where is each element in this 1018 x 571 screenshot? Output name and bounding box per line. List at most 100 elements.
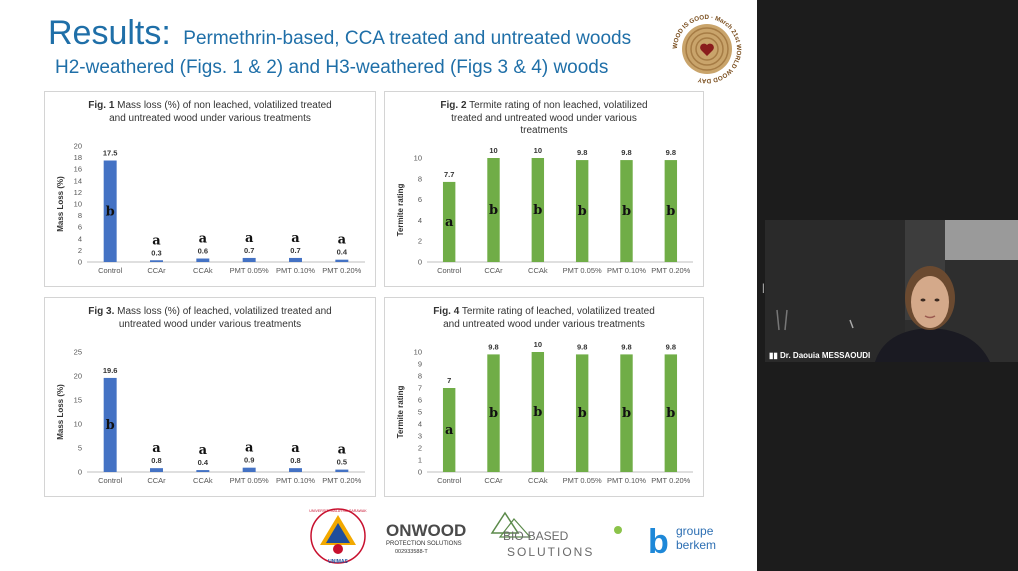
x-tick-label: CCAr bbox=[484, 476, 503, 485]
y-axis-label: Mass Loss (%) bbox=[56, 384, 65, 440]
y-tick-label: 0 bbox=[78, 258, 82, 267]
x-tick-label: PMT 0.20% bbox=[651, 266, 690, 275]
y-tick-label: 10 bbox=[74, 420, 82, 429]
x-tick-label: Control bbox=[98, 476, 123, 485]
bar-ccar bbox=[150, 468, 163, 472]
x-tick-label: PMT 0.10% bbox=[276, 266, 315, 275]
panel-resize-handle[interactable]: || bbox=[762, 283, 767, 297]
data-label: 9.8 bbox=[577, 148, 587, 157]
data-label: 0.4 bbox=[337, 248, 348, 257]
y-tick-label: 5 bbox=[78, 444, 82, 453]
data-label: 7 bbox=[447, 376, 451, 385]
slide-title: Results: Permethrin-based, CCA treated a… bbox=[48, 14, 688, 53]
y-tick-label: 5 bbox=[418, 408, 422, 417]
bar-ccar bbox=[487, 354, 500, 472]
y-tick-label: 0 bbox=[418, 258, 422, 267]
y-tick-label: 4 bbox=[418, 420, 422, 429]
y-tick-label: 4 bbox=[78, 234, 82, 243]
data-label: 17.5 bbox=[103, 149, 118, 158]
y-tick-label: 2 bbox=[418, 444, 422, 453]
x-tick-label: Control bbox=[437, 266, 462, 275]
significance-letter: b bbox=[578, 406, 587, 421]
bar-pmt-0-05- bbox=[575, 160, 589, 262]
chart-title-line: untreated wood under various treatments bbox=[119, 319, 301, 330]
x-tick-label: PMT 0.05% bbox=[230, 476, 269, 485]
data-label: 10 bbox=[534, 146, 542, 155]
bar-ccar bbox=[487, 158, 500, 262]
x-tick-label: PMT 0.05% bbox=[563, 476, 602, 485]
bar-pmt-0-20- bbox=[664, 160, 678, 262]
bar-pmt-0-20- bbox=[664, 354, 678, 472]
x-tick-label: PMT 0.10% bbox=[607, 266, 646, 275]
chart-title-line: treatments bbox=[520, 125, 567, 136]
significance-letter: b bbox=[489, 203, 498, 218]
y-tick-label: 20 bbox=[74, 142, 82, 151]
onwood-id: 002933588-T bbox=[395, 549, 428, 555]
chart-fig3: Fig 3. Mass loss (%) of leached, volatil… bbox=[56, 306, 365, 485]
data-label: 9.8 bbox=[577, 342, 587, 351]
footer-logos: UNIMAS UNIVERSITI MALAYSIA SARAWAK ONWOO… bbox=[309, 508, 716, 565]
y-tick-label: 0 bbox=[418, 468, 422, 477]
x-tick-label: PMT 0.20% bbox=[322, 266, 361, 275]
bar-ccak bbox=[196, 470, 210, 472]
chart-panel-fig4: Fig. 4 Termite rating of leached, volati… bbox=[384, 297, 704, 497]
x-tick-label: PMT 0.10% bbox=[276, 476, 315, 485]
y-tick-label: 0 bbox=[78, 468, 82, 477]
unimas-logo: UNIMAS UNIVERSITI MALAYSIA SARAWAK bbox=[309, 508, 367, 565]
chart-title: Fig. 1 Mass loss (%) of non leached, vol… bbox=[88, 100, 331, 111]
y-tick-label: 2 bbox=[418, 237, 422, 246]
chart-panel-fig1: Fig. 1 Mass loss (%) of non leached, vol… bbox=[44, 91, 376, 287]
data-label: 0.8 bbox=[290, 456, 300, 465]
chart-title: Fig. 4 Termite rating of leached, volati… bbox=[433, 306, 655, 317]
bar-pmt-0-20- bbox=[335, 469, 349, 472]
y-tick-label: 10 bbox=[414, 154, 422, 163]
x-tick-label: CCAk bbox=[193, 266, 213, 275]
heart-icon bbox=[700, 43, 714, 56]
data-label: 9.8 bbox=[666, 342, 676, 351]
leaf-icon bbox=[614, 526, 622, 534]
data-label: 9.8 bbox=[666, 148, 676, 157]
biobased-line1: BIO-BASED bbox=[503, 529, 569, 543]
x-tick-label: CCAk bbox=[528, 476, 548, 485]
significance-letter: a bbox=[291, 441, 300, 456]
y-tick-label: 8 bbox=[418, 372, 422, 381]
bar-ccar bbox=[150, 260, 163, 262]
significance-letter: b bbox=[622, 204, 631, 219]
y-tick-label: 7 bbox=[418, 384, 422, 393]
data-label: 9.8 bbox=[621, 342, 631, 351]
significance-letter: b bbox=[533, 203, 542, 218]
bar-pmt-0-10- bbox=[289, 257, 302, 262]
significance-letter: a bbox=[152, 441, 161, 456]
bar-control bbox=[442, 388, 456, 472]
x-tick-label: PMT 0.05% bbox=[230, 266, 269, 275]
significance-letter: b bbox=[666, 406, 675, 421]
chart-title-text: Mass loss (%) of leached, volatilized tr… bbox=[114, 306, 331, 317]
data-label: 0.9 bbox=[244, 456, 254, 465]
significance-letter: a bbox=[199, 443, 208, 458]
x-tick-label: PMT 0.20% bbox=[651, 476, 690, 485]
slide-title-subtitle: Permethrin-based, CCA treated and untrea… bbox=[183, 28, 632, 49]
chart-title-label: Fig. 2 bbox=[440, 100, 467, 111]
chart-title-text: Termite rating of leached, volatilized t… bbox=[459, 306, 654, 317]
y-axis-label: Termite rating bbox=[396, 386, 405, 439]
bar-pmt-0-10- bbox=[620, 354, 633, 472]
chart-fig2: Fig. 2 Termite rating of non leached, vo… bbox=[396, 100, 693, 275]
slide-subtitle-line2: H2-weathered (Figs. 1 & 2) and H3-weathe… bbox=[55, 57, 609, 78]
data-label: 0.7 bbox=[244, 246, 254, 255]
y-tick-label: 18 bbox=[74, 153, 82, 162]
x-tick-label: PMT 0.10% bbox=[607, 476, 646, 485]
signal-bars-icon: ▮▮ bbox=[769, 351, 781, 360]
y-tick-label: 8 bbox=[78, 211, 82, 220]
y-tick-label: 25 bbox=[74, 348, 82, 357]
data-label: 9.8 bbox=[488, 342, 498, 351]
significance-letter: a bbox=[338, 233, 347, 248]
participant-video-tile[interactable]: ▮▮ Dr. Daouia MESSAOUDI bbox=[765, 220, 1018, 362]
unimas-bottom-text: UNIMAS bbox=[328, 559, 348, 565]
chart-title: Fig 3. Mass loss (%) of leached, volatil… bbox=[88, 306, 331, 317]
bar-control bbox=[103, 377, 117, 472]
x-tick-label: CCAr bbox=[147, 266, 166, 275]
x-tick-label: CCAk bbox=[528, 266, 548, 275]
significance-letter: b bbox=[622, 406, 631, 421]
chart-title-line: treated and untreated wood under various bbox=[451, 113, 637, 124]
y-tick-label: 14 bbox=[74, 176, 82, 185]
